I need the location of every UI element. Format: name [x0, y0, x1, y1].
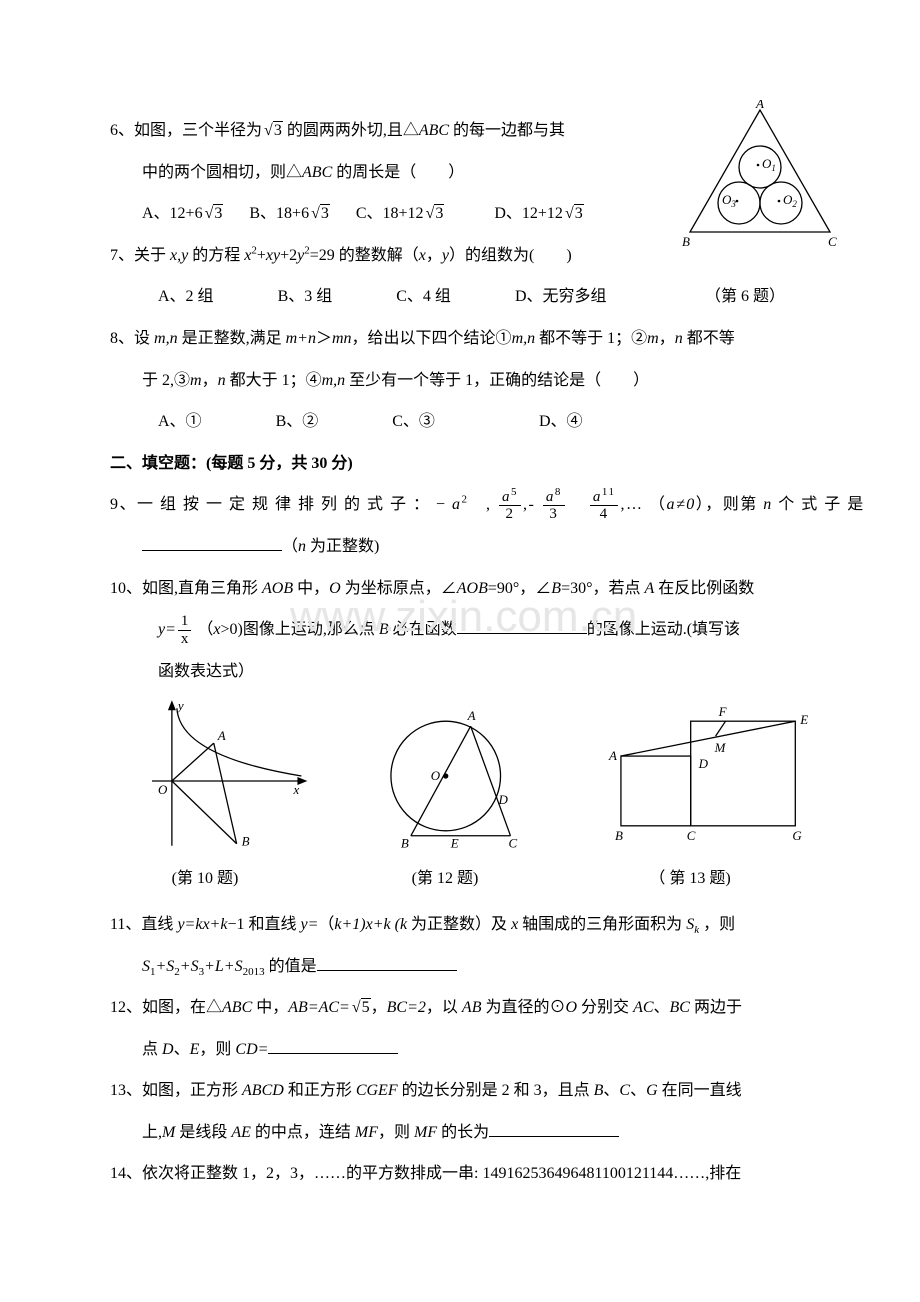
q8-line2: 于 2,③m，n 都大于 1；④m,n 至少有一个等于 1，正确的结论是（ ） [110, 360, 820, 402]
q12-line1: 12、如图，在△ABC 中，AB=AC=5，BC=2，以 AB 为直径的⊙O 分… [110, 987, 820, 1029]
svg-text:A: A [467, 709, 476, 724]
svg-text:C: C [509, 836, 518, 851]
svg-text:F: F [717, 705, 727, 720]
section-2-header: 二、填空题：(每题 5 分，共 30 分) [110, 443, 820, 485]
q10-line1: 10、如图,直角三角形 AOB 中，O 为坐标原点，∠AOB=90°，∠B=30… [110, 568, 820, 610]
q12-figure: A B C D E O [371, 696, 540, 856]
q10-line2: y=1x （x>0)图像上运动,那么点 B 必在函数的图像上运动.(填写该 [110, 609, 820, 651]
q10-line3: 函数表达式） [110, 651, 820, 693]
q8-options: A、① B、② C、③ D、④ [110, 401, 820, 443]
svg-text:x: x [292, 782, 299, 797]
q9-line1: 9、一 组 按 一 定 规 律 排 列 的 式 子 ： − a2 , a52,-… [110, 484, 820, 526]
svg-text:E: E [450, 836, 459, 851]
svg-text:M: M [713, 740, 726, 755]
q11-blank[interactable] [317, 954, 457, 971]
svg-text:O2: O2 [783, 192, 797, 209]
svg-text:O: O [158, 782, 168, 797]
q11-line1: 11、直线 y=kx+k−1 和直线 y=（k+1)x+k (k 为正整数）及 … [110, 904, 820, 946]
q10-figure: y x A O B [142, 696, 311, 856]
svg-text:D: D [697, 756, 708, 771]
svg-text:E: E [799, 712, 808, 727]
svg-text:A: A [217, 728, 226, 743]
q6-figure: A B C O1 O2 O3 [680, 100, 840, 265]
svg-text:C: C [686, 828, 695, 843]
q10-blank[interactable] [457, 617, 587, 634]
q9-blank[interactable] [142, 534, 282, 551]
q11-line2: S1+S2+S3+L+S2013 的值是 [110, 946, 820, 988]
q13-figure: A B C D E F G M [601, 696, 820, 856]
q12-blank[interactable] [268, 1037, 398, 1054]
svg-text:O3: O3 [722, 192, 736, 209]
q6-caption: （第 6 题） [670, 276, 820, 318]
svg-text:D: D [498, 792, 509, 807]
q13-line1: 13、如图，正方形 ABCD 和正方形 CGEF 的边长分别是 2 和 3，且点… [110, 1070, 820, 1112]
q9-line2: （n 为正整数) [110, 526, 820, 568]
q13-blank[interactable] [489, 1120, 619, 1137]
q8-line1: 8、设 m,n 是正整数,满足 m+n＞mn，给出以下四个结论①m,n 都不等于… [110, 318, 820, 360]
exam-page: www.zixin.com.cn A B C O1 O2 O3 6、如图 [0, 0, 920, 1255]
q14-line1: 14、依次将正整数 1，2，3，……的平方数排成一串: 149162536496… [110, 1153, 820, 1195]
svg-text:B: B [242, 834, 250, 849]
svg-text:G: G [792, 828, 802, 843]
q7-options-row: A、2 组 B、3 组 C、4 组 D、无穷多组 （第 6 题） [110, 276, 820, 318]
svg-text:B: B [401, 836, 409, 851]
figure-captions: (第 10 题) (第 12 题) （ 第 13 题) [110, 858, 820, 900]
label-C: C [828, 234, 837, 249]
svg-text:B: B [615, 828, 623, 843]
svg-text:y: y [176, 699, 184, 714]
label-A: A [755, 100, 764, 111]
q13-line2: 上,M 是线段 AE 的中点，连结 MF，则 MF 的长为 [110, 1112, 820, 1154]
svg-text:O: O [431, 768, 441, 783]
q12-line2: 点 D、E，则 CD= [110, 1029, 820, 1071]
label-B: B [682, 234, 690, 249]
svg-text:A: A [608, 748, 617, 763]
svg-text:O1: O1 [762, 156, 776, 173]
figure-row: y x A O B A B C D E O [110, 696, 820, 856]
